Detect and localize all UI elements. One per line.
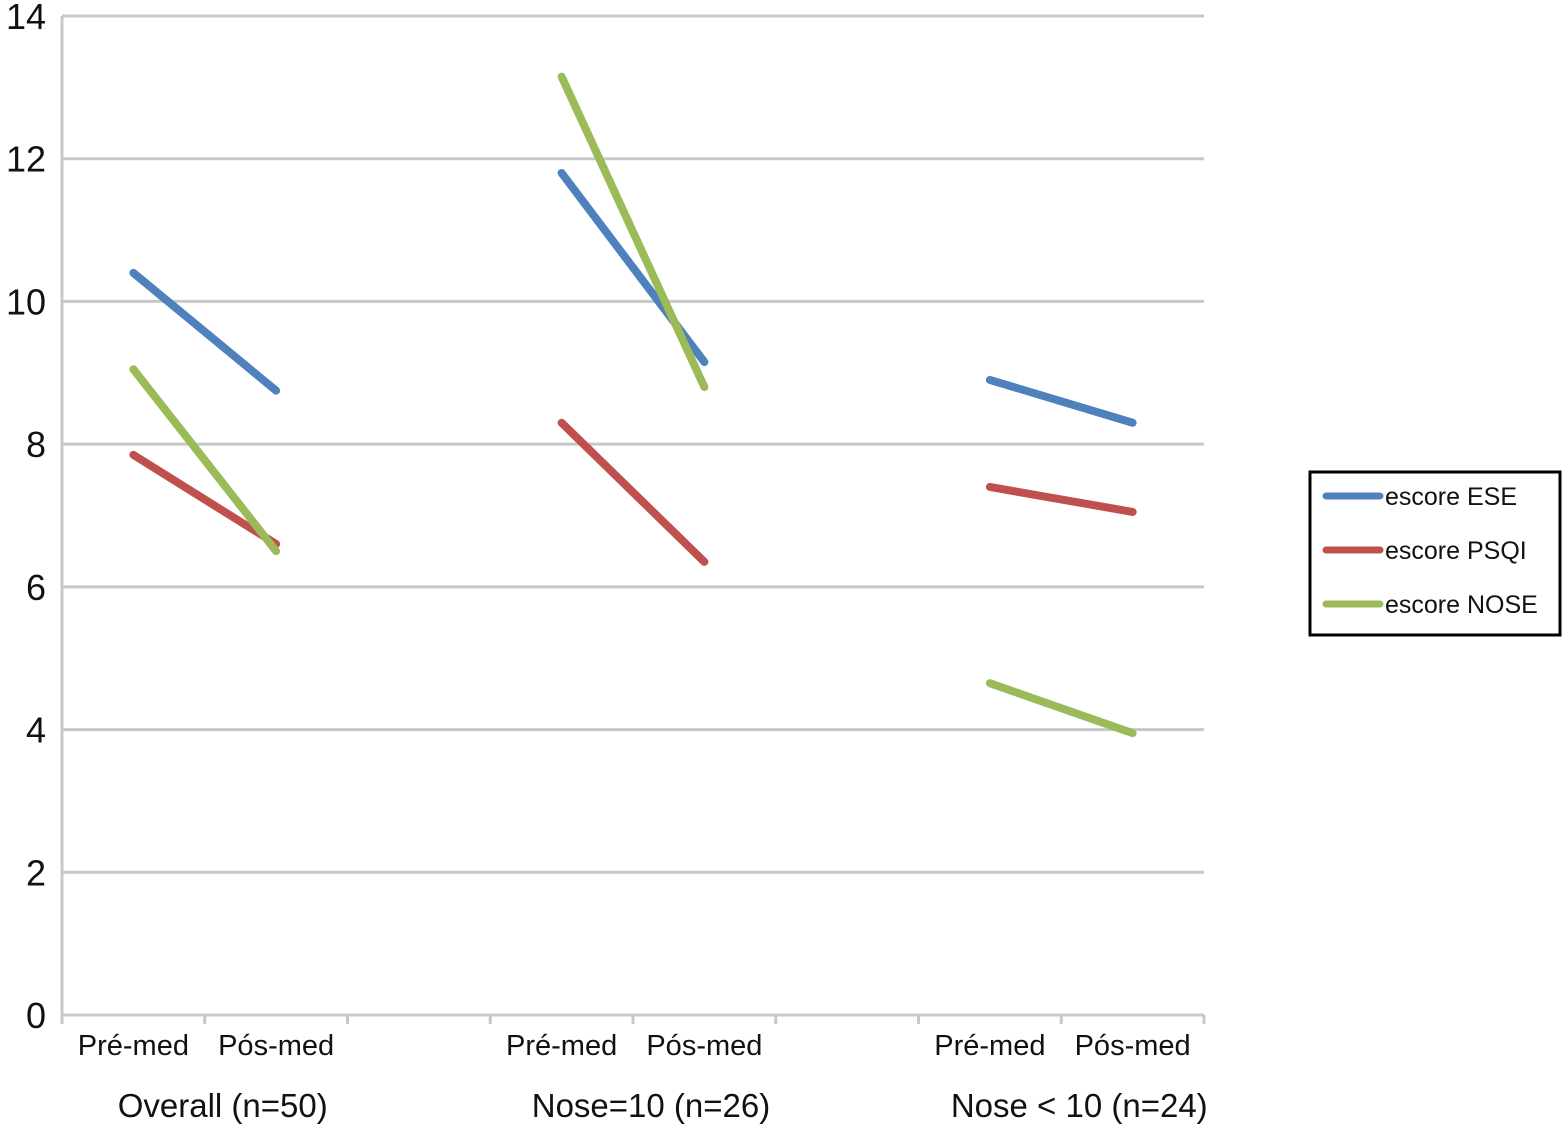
series-line-escore-nose: [129, 365, 281, 556]
y-axis: 0 2 4 6 8 10 12 14: [6, 0, 64, 1036]
x-category-label: Pós-med: [646, 1030, 762, 1062]
x-category-label: Pré-med: [78, 1030, 189, 1062]
y-tick-label: 14: [6, 0, 46, 37]
series-line-escore-psqi: [129, 450, 281, 549]
series-line-escore-nose: [557, 72, 709, 392]
y-tick-label: 10: [6, 281, 46, 322]
legend: escore ESE escore PSQI escore NOSE: [1308, 470, 1562, 637]
y-tick-label: 4: [26, 710, 46, 751]
legend-label: escore NOSE: [1385, 591, 1538, 619]
legend-label: escore ESE: [1385, 483, 1517, 511]
series-lines: [129, 72, 1137, 738]
series-line-escore-ese: [129, 268, 281, 395]
x-group-label: Nose < 10 (n=24): [951, 1087, 1208, 1124]
y-tick-label: 2: [26, 852, 46, 893]
series-line-escore-ese: [985, 375, 1137, 427]
x-category-label: Pré-med: [506, 1030, 617, 1062]
x-category-label: Pós-med: [1075, 1030, 1191, 1062]
y-tick-label: 8: [26, 424, 46, 465]
x-category-label: Pós-med: [218, 1030, 334, 1062]
legend-label: escore PSQI: [1385, 537, 1527, 565]
series-line-escore-psqi: [985, 482, 1137, 516]
x-group-label: Overall (n=50): [118, 1087, 328, 1124]
y-tick-label: 12: [6, 139, 46, 180]
y-tick-label: 6: [26, 567, 46, 608]
x-group-label: Nose=10 (n=26): [532, 1087, 771, 1124]
y-tick-label: 0: [26, 995, 46, 1036]
x-category-label: Pré-med: [934, 1030, 1045, 1062]
gridlines: [62, 14, 1204, 874]
series-line-escore-nose: [985, 679, 1137, 738]
x-axis: Pré-med Pós-med Overall (n=50) Pré-med Pós-m…: [60, 1013, 1208, 1124]
series-line-escore-psqi: [557, 418, 709, 566]
